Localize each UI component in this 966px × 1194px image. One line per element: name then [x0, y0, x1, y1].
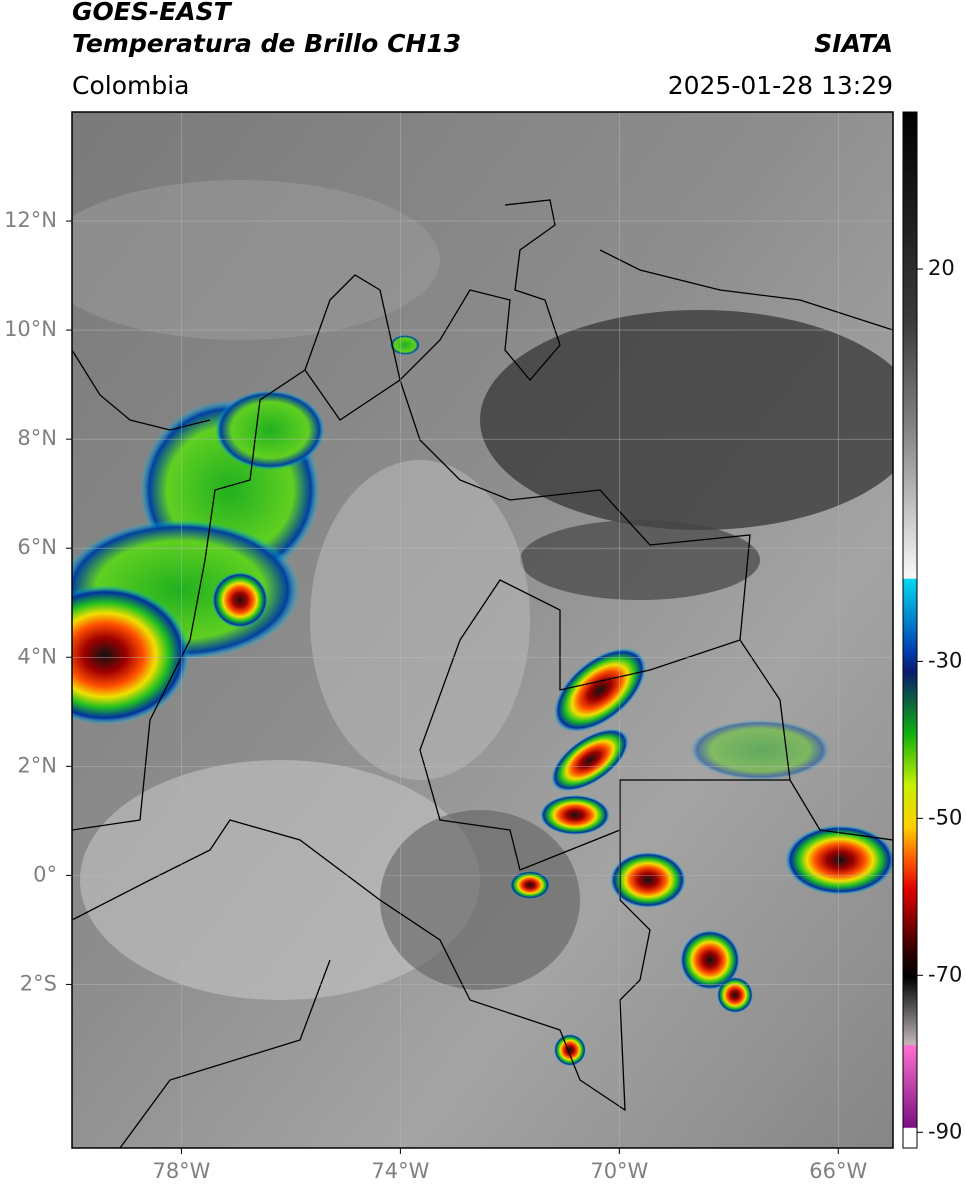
source: SIATA: [814, 29, 893, 58]
lat-label: 10°N: [4, 317, 57, 341]
lat-label: 4°N: [17, 644, 57, 668]
lat-label: 6°N: [17, 535, 57, 559]
datetime: 2025-01-28 13:29: [668, 71, 893, 100]
lat-label: 2°N: [17, 753, 57, 777]
lon-label: 70°W: [590, 1159, 648, 1183]
title: GOES-EAST: [72, 0, 233, 26]
map-frame: [71, 111, 894, 1149]
region: Colombia: [72, 71, 189, 100]
colorbar: [902, 111, 918, 1149]
colorbar-label: -70: [928, 962, 962, 986]
colorbar-label: -30: [928, 648, 962, 672]
lat-label: 8°N: [17, 426, 57, 450]
satellite-image: [72, 112, 893, 1148]
lat-label: 0°: [33, 862, 57, 886]
lat-label: 12°N: [4, 208, 57, 232]
lon-label: 74°W: [371, 1159, 429, 1183]
colorbar-label: -90: [928, 1119, 962, 1143]
colorbar-label: -50: [928, 805, 962, 829]
subtitle: Temperatura de Brillo CH13: [72, 29, 461, 58]
lon-label: 78°W: [152, 1159, 210, 1183]
colorbar-label: 20: [928, 256, 955, 280]
lat-label: 2°S: [20, 971, 57, 995]
lon-label: 66°W: [809, 1159, 867, 1183]
